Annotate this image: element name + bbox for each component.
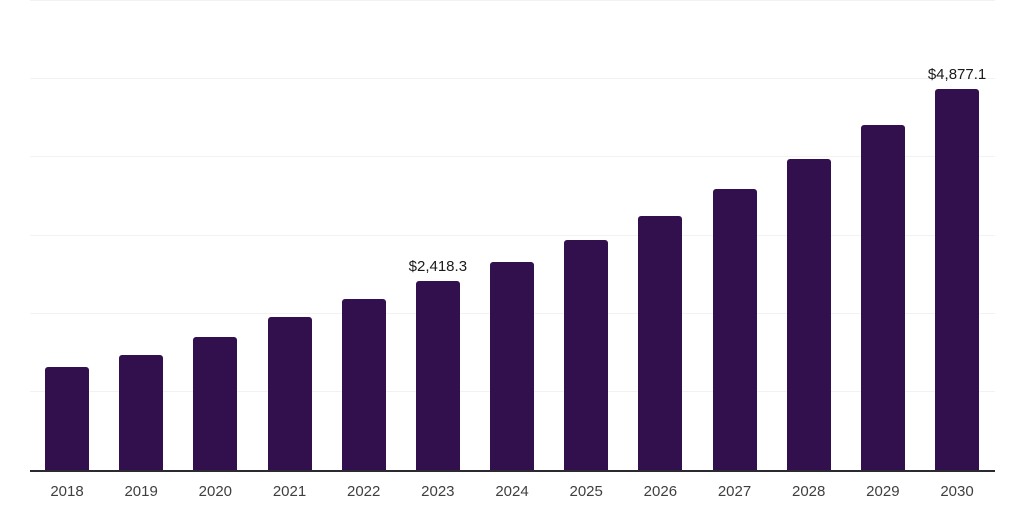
x-tick-label-2018: 2018 <box>50 483 84 500</box>
bar-2026 <box>638 216 683 470</box>
x-tick-label-2030: 2030 <box>940 483 974 500</box>
bar-2021 <box>267 317 312 470</box>
bar-2029 <box>860 125 905 470</box>
bar-2025 <box>564 240 609 470</box>
x-tick-label-2028: 2028 <box>792 483 826 500</box>
bar-2030 <box>935 88 980 470</box>
bar-2019 <box>119 355 164 470</box>
bar-2028 <box>786 159 831 470</box>
bar-2024 <box>490 262 535 470</box>
x-tick-label-2019: 2019 <box>124 483 158 500</box>
bar-value-label-2030: $4,877.1 <box>927 65 987 83</box>
x-tick-label-2029: 2029 <box>866 483 900 500</box>
gridline-6000 <box>30 0 995 1</box>
x-tick-label-2020: 2020 <box>198 483 233 500</box>
x-tick-label-2027: 2027 <box>717 483 752 500</box>
x-tick-label-2024: 2024 <box>495 483 529 500</box>
x-axis: 2018 2019 2020 2021 2022 2023 2024 2025 2026 2027… <box>30 483 995 506</box>
bar-2020 <box>193 337 238 470</box>
x-tick-label-2022: 2022 <box>346 483 381 500</box>
gridline-4000 <box>30 156 995 158</box>
gridline-3000 <box>30 234 995 236</box>
x-tick-label-2023: 2023 <box>421 483 455 500</box>
bar-2018 <box>45 367 89 470</box>
bar-value-label-2023: $2,418.3 <box>408 257 468 275</box>
plot-area: $2,418.3 $4,877.1 <box>30 0 995 470</box>
bar-2027 <box>712 189 757 470</box>
gridline-5000 <box>30 78 995 80</box>
x-axis-line <box>30 470 995 472</box>
x-tick-label-2021: 2021 <box>272 483 307 500</box>
x-tick-label-2025: 2025 <box>569 483 603 500</box>
bar-2023 <box>415 280 460 470</box>
x-tick-label-2026: 2026 <box>643 483 678 500</box>
bar-2022 <box>341 299 386 470</box>
